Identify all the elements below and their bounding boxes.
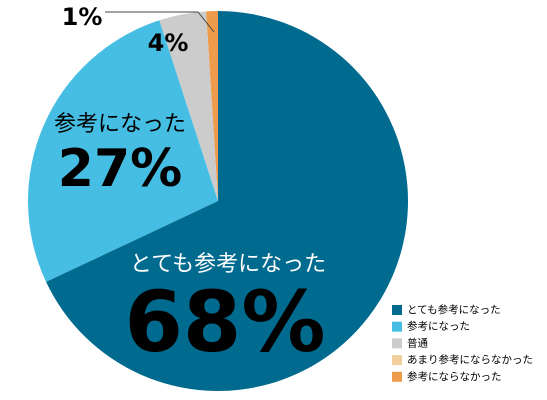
value-label: 68% [124, 273, 325, 371]
slice-category-label: 参考になった [54, 112, 186, 137]
legend-label: あまり参考にならなかった [407, 353, 533, 366]
legend-swatch [392, 355, 402, 366]
legend-label: 参考になった [407, 320, 470, 333]
legend-swatch [392, 338, 402, 349]
value-label: 27% [58, 139, 182, 199]
slice [46, 11, 408, 391]
legend-label: とても参考になった [407, 303, 501, 316]
slice [159, 11, 218, 201]
value-label: 1% [62, 3, 103, 31]
legend-label: 普通 [407, 336, 428, 349]
legend-swatch [392, 321, 402, 332]
legend-label: 参考にならなかった [407, 370, 502, 383]
leader-line [105, 11, 215, 33]
slice-category-label: とても参考になった [130, 252, 326, 277]
slice [206, 11, 218, 201]
value-label: 4% [148, 29, 189, 57]
legend-swatch [392, 371, 402, 382]
slice [27, 20, 218, 282]
legend-swatch [392, 305, 402, 315]
